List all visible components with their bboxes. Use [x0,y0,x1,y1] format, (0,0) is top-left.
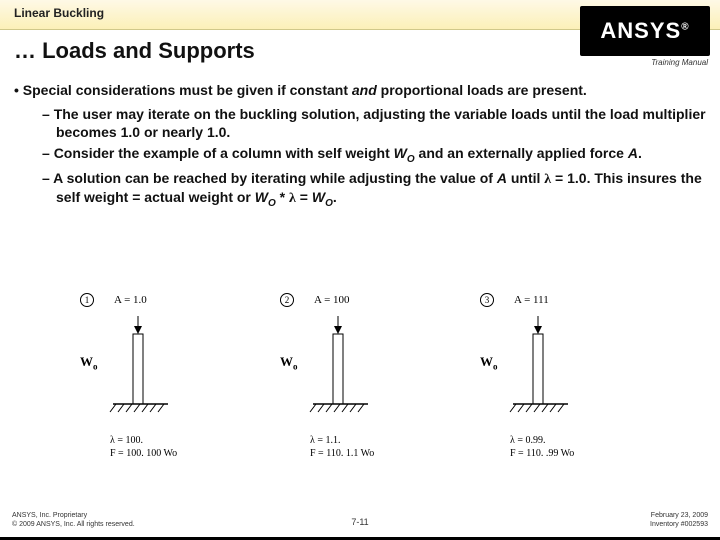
diag1-res1: λ = 100. [110,434,240,447]
column-icon [108,314,178,424]
diag2-top: 2 A = 100 [280,290,440,310]
main-bullet: Special considerations must be given if … [14,82,706,98]
diagram-1: 1 A = 1.0 Wo [80,290,240,490]
logo-reg: ® [681,22,689,33]
sb3-b: until [507,170,544,186]
sb3-e: = [296,189,312,205]
diag1-num-icon: 1 [80,293,94,307]
diag1-a-label: A = 1.0 [114,294,147,306]
diag2-w-label: Wo [280,354,298,372]
main-bullet-post: proportional loads are present. [377,82,587,98]
sb3-d: * [276,189,289,205]
sub-bullet-1: The user may iterate on the buckling sol… [42,106,706,141]
sb3-lam2: λ [289,191,296,206]
diag1-col: Wo [80,314,240,424]
footer-right: February 23, 2009 Inventory #002593 [650,512,708,529]
slide-title: … Loads and Supports [14,38,255,64]
sb3-w2: W [312,189,325,205]
slide: Linear Buckling ANSYS® … Loads and Suppo… [0,0,720,540]
footer-page-number: 7-11 [351,517,368,527]
sb3-o: O [268,198,276,209]
diag2-res1: λ = 1.1. [310,434,440,447]
main-bullet-em: and [352,82,377,98]
sub-bullet-2: Consider the example of a column with se… [42,145,706,166]
logo-main: ANSYS [600,18,681,43]
diag3-res2: F = 110. .99 Wo [510,447,640,460]
diag2-a-label: A = 100 [314,294,350,306]
training-manual-label: Training Manual [651,58,708,67]
footer-left: ANSYS, Inc. Proprietary © 2009 ANSYS, In… [12,512,135,529]
sb2-w: W [394,145,407,161]
sb3-a: A solution can be reached by iterating w… [53,170,497,186]
sb2-o: O [407,154,415,165]
footer-left-l2: © 2009 ANSYS, Inc. All rights reserved. [12,521,135,529]
diagram-row: 1 A = 1.0 Wo [80,290,640,490]
sub-bullet-3: A solution can be reached by iterating w… [42,170,706,210]
sb2-a: Consider the example of a column with se… [54,145,394,161]
sb3-o2: O [325,198,333,209]
footer-right-l2: Inventory #002593 [650,521,708,529]
diag2-res2: F = 110. 1.1 Wo [310,447,440,460]
footer-left-l1: ANSYS, Inc. Proprietary [12,512,135,520]
diagram-3: 3 A = 111 Wo [480,290,640,490]
diag3-a-label: A = 111 [514,294,549,306]
diag3-col: Wo [480,314,640,424]
ansys-logo: ANSYS® [580,6,710,56]
diag1-result: λ = 100. F = 100. 100 Wo [80,434,240,460]
diag3-w-label: Wo [480,354,498,372]
diag3-num-icon: 3 [480,293,494,307]
diag3-result: λ = 0.99. F = 110. .99 Wo [480,434,640,460]
sb3-a2: A [497,170,507,186]
sb2-a2: A [628,145,638,161]
diag3-top: 3 A = 111 [480,290,640,310]
diag1-res2: F = 100. 100 Wo [110,447,240,460]
main-bullet-pre: Special considerations must be given if … [23,82,352,98]
diag1-w-label: Wo [80,354,98,372]
diagram-2: 2 A = 100 Wo [280,290,440,490]
diag3-res1: λ = 0.99. [510,434,640,447]
sub-bullet-list: The user may iterate on the buckling sol… [42,106,706,210]
diag2-result: λ = 1.1. F = 110. 1.1 Wo [280,434,440,460]
sb2-c: . [638,145,642,161]
diag2-w: W [280,354,293,369]
content-area: Special considerations must be given if … [14,82,706,214]
diag1-top: 1 A = 1.0 [80,290,240,310]
column-icon [308,314,378,424]
diag2-num-icon: 2 [280,293,294,307]
logo-text: ANSYS® [600,20,689,42]
diag2-col: Wo [280,314,440,424]
column-icon [508,314,578,424]
diag3-w: W [480,354,493,369]
sb3-w: W [255,189,268,205]
diag3-wsub: o [493,362,498,372]
footer-right-l1: February 23, 2009 [650,512,708,520]
diag1-w: W [80,354,93,369]
sb3-f: . [333,189,337,205]
diag1-wsub: o [93,362,98,372]
sb2-b: and an externally applied force [415,145,628,161]
diag2-wsub: o [293,362,298,372]
